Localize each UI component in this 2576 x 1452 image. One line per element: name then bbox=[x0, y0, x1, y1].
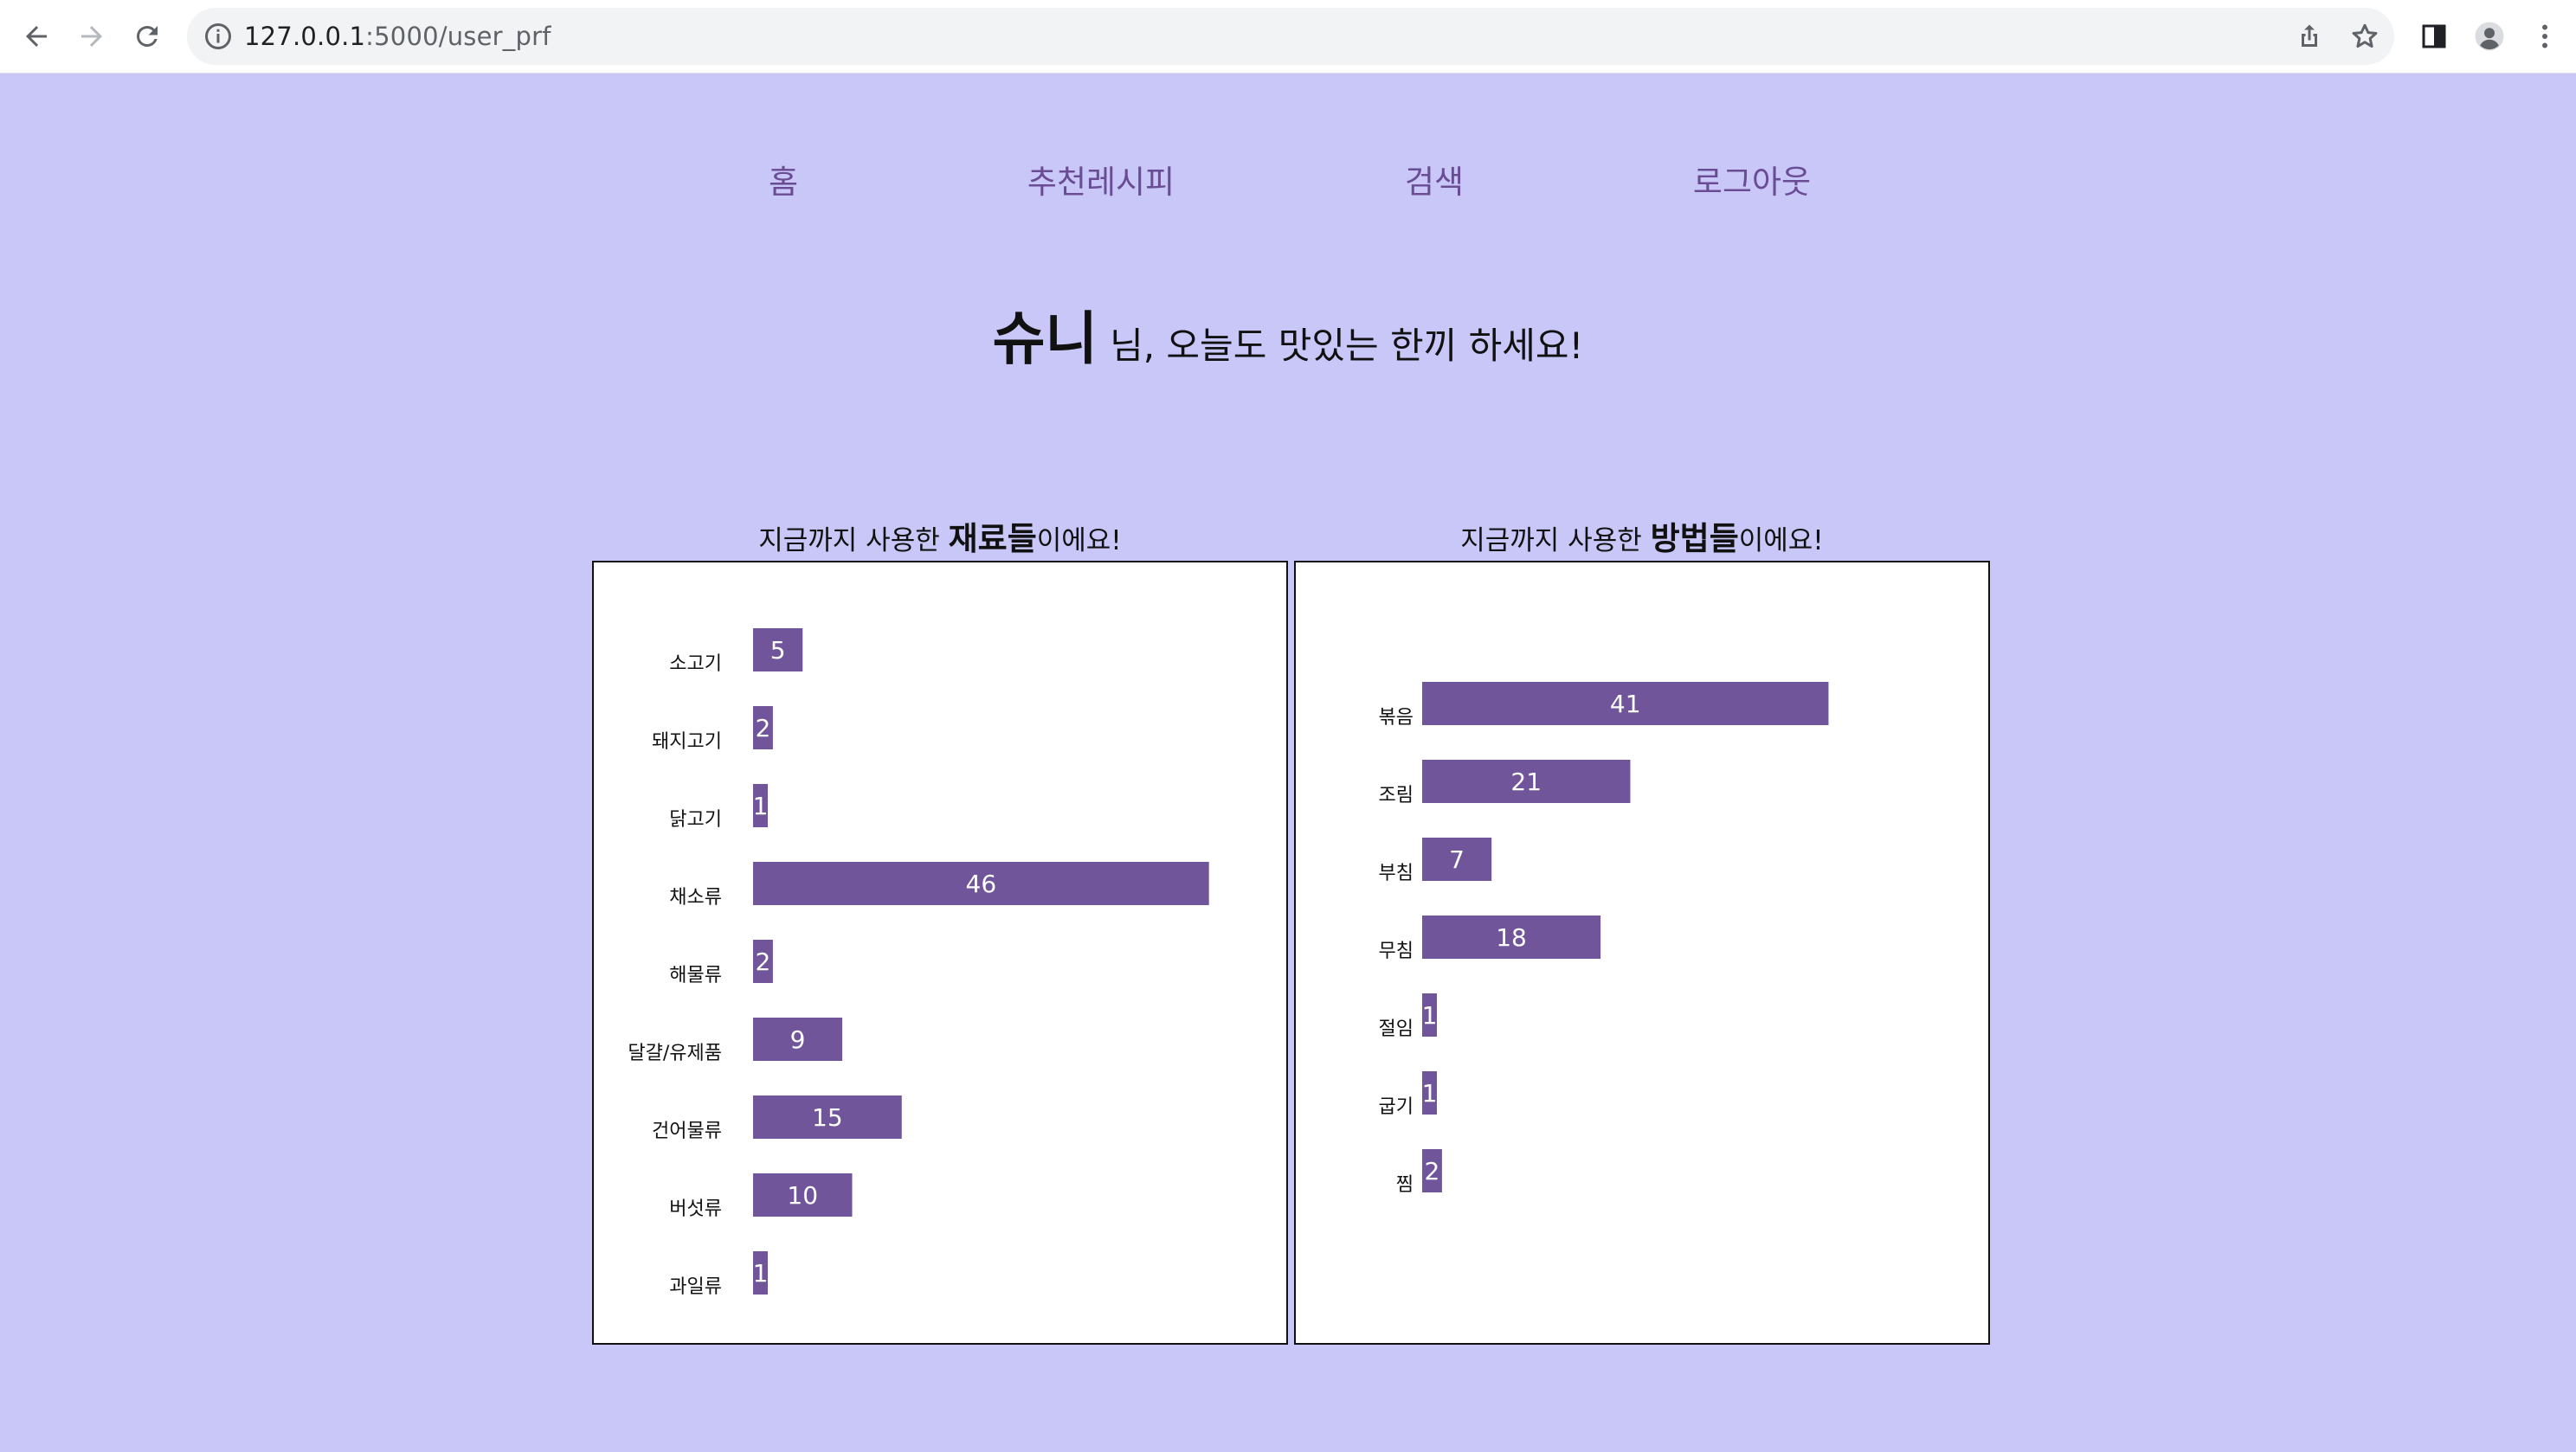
nav-home[interactable]: 홈 bbox=[768, 164, 799, 201]
bar bbox=[1422, 916, 1601, 959]
nav-search[interactable]: 검색 bbox=[1404, 164, 1465, 201]
bar-category-label: 돼지고기 bbox=[652, 731, 722, 753]
bookmark-button[interactable] bbox=[2341, 12, 2389, 61]
side-panel-button[interactable] bbox=[2410, 12, 2458, 61]
methods-chart-svg: 볶음 41 조림 21 부침 7 무침 18 절임 1 굽기 1 찜 2 bbox=[1379, 682, 1829, 1196]
share-icon bbox=[2302, 24, 2317, 47]
bar-value-label: 1 bbox=[753, 1259, 769, 1288]
bar bbox=[1422, 1149, 1442, 1192]
bar-value-label: 15 bbox=[812, 1103, 843, 1132]
profile-button[interactable] bbox=[2465, 12, 2514, 61]
methods-chart: 볶음 41 조림 21 부침 7 무침 18 절임 1 굽기 1 찜 2 bbox=[1294, 561, 1990, 1345]
bar bbox=[753, 862, 1209, 905]
ingredients-chart-svg: 소고기 5 돼지고기 2 닭고기 1 채소류 46 해물류 2 달걀/유제품 9 건어물류 15 버섯류 10… bbox=[628, 628, 1209, 1298]
bar-category-label: 찜 bbox=[1396, 1174, 1414, 1196]
bar bbox=[753, 628, 803, 671]
arrow-left-icon bbox=[26, 26, 47, 47]
bar-value-label: 41 bbox=[1610, 690, 1641, 718]
more-vert-icon bbox=[2542, 24, 2547, 48]
bar bbox=[753, 1018, 843, 1061]
title-prefix: 지금까지 사용한 bbox=[1460, 525, 1651, 556]
bar-value-label: 2 bbox=[1425, 1157, 1440, 1185]
bar-category-label: 채소류 bbox=[669, 887, 722, 909]
url-text[interactable]: 127.0.0.1:5000/user_prf bbox=[244, 21, 551, 52]
address-bar[interactable]: 127.0.0.1:5000/user_prf bbox=[187, 8, 2394, 65]
bar bbox=[1422, 993, 1437, 1037]
reload-button[interactable] bbox=[123, 12, 171, 61]
menu-button[interactable] bbox=[2521, 12, 2569, 61]
bar bbox=[1422, 838, 1492, 881]
bar-value-label: 5 bbox=[770, 636, 786, 665]
ingredients-chart-title: 지금까지 사용한 재료들이에요! bbox=[593, 512, 1287, 559]
title-emphasis: 방법들 bbox=[1650, 520, 1739, 557]
nav-recommended-recipes[interactable]: 추천레시피 bbox=[1027, 164, 1175, 201]
back-button[interactable] bbox=[12, 12, 61, 61]
forward-button[interactable] bbox=[68, 12, 116, 61]
bar-category-label: 볶음 bbox=[1379, 707, 1414, 729]
side-panel-icon bbox=[2422, 24, 2446, 48]
url-path: :5000/user_prf bbox=[365, 22, 551, 51]
bar-value-label: 7 bbox=[1449, 845, 1465, 874]
bar-category-label: 건어물류 bbox=[652, 1121, 722, 1142]
reload-icon bbox=[137, 25, 158, 47]
url-host: 127.0.0.1 bbox=[244, 22, 366, 51]
bar-value-label: 21 bbox=[1510, 768, 1542, 796]
title-suffix: 이에요! bbox=[1036, 525, 1122, 556]
user-name: 슈니 bbox=[992, 305, 1098, 372]
star-icon bbox=[2352, 23, 2378, 48]
bar bbox=[753, 1173, 853, 1217]
bar bbox=[1422, 760, 1631, 803]
ingredients-chart: 소고기 5 돼지고기 2 닭고기 1 채소류 46 해물류 2 달걀/유제품 9 건어물류 15 버섯류 10… bbox=[592, 561, 1288, 1345]
bar bbox=[753, 1095, 902, 1139]
bar-value-label: 1 bbox=[753, 792, 769, 820]
bar-value-label: 9 bbox=[790, 1025, 806, 1054]
bar-value-label: 2 bbox=[756, 948, 771, 976]
bar-value-label: 1 bbox=[1422, 1079, 1438, 1108]
bar-category-label: 해물류 bbox=[669, 965, 722, 986]
bar-category-label: 과일류 bbox=[669, 1276, 722, 1298]
bar-category-label: 조림 bbox=[1379, 785, 1414, 806]
info-icon[interactable] bbox=[203, 21, 234, 52]
bar bbox=[753, 1251, 768, 1295]
bar-category-label: 소고기 bbox=[669, 653, 722, 675]
share-button[interactable] bbox=[2285, 12, 2334, 61]
bar-value-label: 10 bbox=[787, 1181, 818, 1210]
bar-category-label: 닭고기 bbox=[669, 809, 722, 831]
bar-category-label: 굽기 bbox=[1379, 1096, 1414, 1118]
bar bbox=[753, 940, 773, 983]
greeting-message: 님, 오늘도 맛있는 한끼 하세요! bbox=[1110, 324, 1584, 367]
bar-category-label: 부침 bbox=[1379, 863, 1414, 884]
bar-category-label: 달걀/유제품 bbox=[628, 1043, 722, 1064]
account-icon bbox=[2475, 22, 2504, 51]
methods-chart-title: 지금까지 사용한 방법들이에요! bbox=[1295, 512, 1989, 559]
main-nav: 홈 추천레시피 검색 로그아웃 bbox=[0, 156, 2576, 216]
title-prefix: 지금까지 사용한 bbox=[758, 525, 949, 556]
bar bbox=[1422, 682, 1829, 725]
bar-category-label: 절임 bbox=[1379, 1018, 1414, 1040]
nav-logout[interactable]: 로그아웃 bbox=[1692, 164, 1812, 201]
browser-toolbar: 127.0.0.1:5000/user_prf bbox=[0, 0, 2576, 74]
bar-value-label: 46 bbox=[966, 870, 997, 898]
bar-value-label: 1 bbox=[1422, 1001, 1438, 1030]
arrow-right-icon bbox=[81, 26, 102, 47]
bar-category-label: 버섯류 bbox=[669, 1198, 722, 1220]
bar bbox=[753, 706, 773, 749]
bar bbox=[1422, 1071, 1437, 1115]
bar-value-label: 2 bbox=[756, 714, 771, 742]
title-emphasis: 재료들 bbox=[948, 520, 1037, 557]
greeting: 슈니 님, 오늘도 맛있는 한끼 하세요! bbox=[0, 292, 2576, 376]
bar-value-label: 18 bbox=[1496, 923, 1527, 952]
title-suffix: 이에요! bbox=[1738, 525, 1824, 556]
bar bbox=[753, 784, 768, 827]
bar-category-label: 무침 bbox=[1379, 941, 1414, 962]
